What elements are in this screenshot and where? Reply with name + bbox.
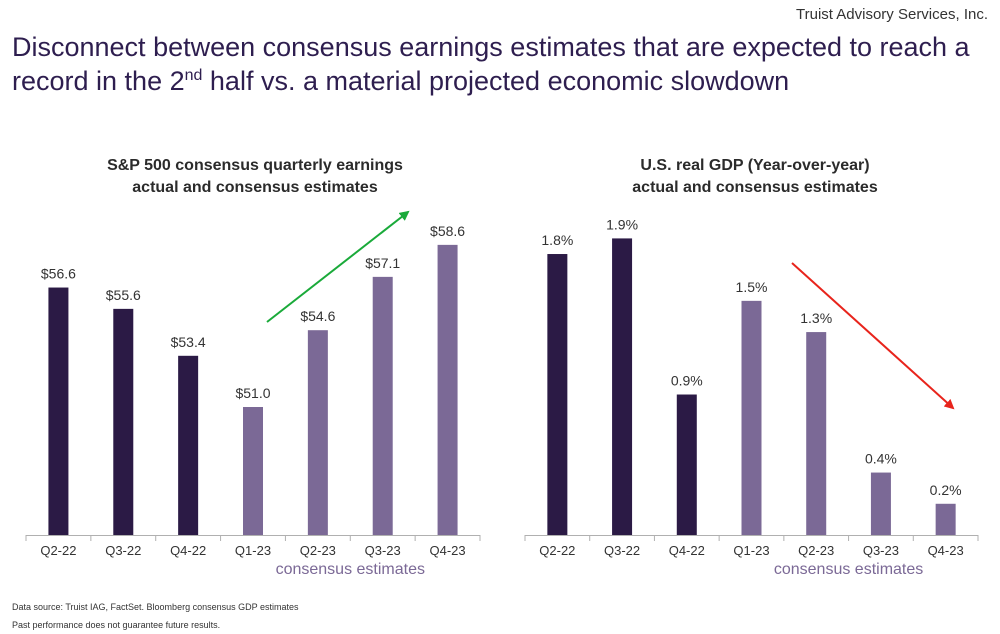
earnings-value-label-q4-22: $53.4 — [171, 334, 206, 350]
gdp-tick-label-q4-23: Q4-23 — [928, 543, 964, 558]
earnings-tick-label-q2-23: Q2-23 — [300, 543, 336, 558]
footnote-disclaimer: Past performance does not guarantee futu… — [12, 620, 221, 630]
gdp-value-label-q3-22: 1.9% — [606, 216, 638, 232]
earnings-chart-title-line2: actual and consensus estimates — [132, 179, 378, 196]
gdp-tick-label-q1-23: Q1-23 — [733, 543, 769, 558]
earnings-bar-q3-22 — [113, 308, 134, 535]
earnings-tick-label-q4-23: Q4-23 — [430, 543, 466, 558]
headline: Disconnect between consensus earnings es… — [12, 30, 987, 98]
gdp-bar-q4-23 — [935, 503, 956, 535]
gdp-chart-title-line2: actual and consensus estimates — [632, 179, 878, 196]
earnings-bar-q3-23 — [372, 276, 393, 535]
gdp-bar-q4-22 — [676, 394, 697, 535]
earnings-value-label-q2-23: $54.6 — [300, 308, 335, 324]
gdp-tick-label-q2-22: Q2-22 — [539, 543, 575, 558]
gdp-trend-arrow — [791, 262, 955, 410]
gdp-chart-title: U.S. real GDP (Year-over-year) actual an… — [515, 155, 995, 199]
earnings-value-label-q1-23: $51.0 — [235, 385, 270, 401]
gdp-tick-label-q3-23: Q3-23 — [863, 543, 899, 558]
gdp-chart-plot: 1.8% 1.9% 0.9% 1.5% 1.3% 0.4% 0.2% Q2-22 Q3-22 Q4… — [524, 216, 979, 578]
gdp-estimate-caption: consensus estimates — [774, 561, 923, 578]
gdp-value-label-q4-23: 0.2% — [930, 482, 962, 498]
gdp-chart: U.S. real GDP (Year-over-year) actual an… — [515, 150, 995, 590]
earnings-chart: S&P 500 consensus quarterly earnings act… — [10, 150, 500, 590]
earnings-trend-arrow — [266, 210, 410, 323]
gdp-value-label-q2-22: 1.8% — [541, 232, 573, 248]
gdp-value-label-q2-23: 1.3% — [800, 310, 832, 326]
earnings-bar-q4-22 — [178, 355, 199, 535]
gdp-bar-q2-23 — [806, 332, 827, 535]
earnings-tick-label-q3-22: Q3-22 — [105, 543, 141, 558]
earnings-bar-q2-22 — [48, 287, 69, 535]
earnings-value-label-q2-22: $56.6 — [41, 266, 76, 282]
headline-part1: Disconnect between consensus earnings es… — [12, 32, 970, 96]
earnings-chart-title-line1: S&P 500 consensus quarterly earnings — [107, 157, 403, 174]
earnings-bar-q4-23 — [437, 244, 458, 535]
gdp-tick-label-q3-22: Q3-22 — [604, 543, 640, 558]
footnotes: Data source: Truist IAG, FactSet. Bloomb… — [12, 598, 298, 634]
earnings-tick-label-q4-22: Q4-22 — [170, 543, 206, 558]
gdp-bar-q1-23 — [741, 300, 762, 535]
earnings-tick-label-q2-22: Q2-22 — [40, 543, 76, 558]
gdp-value-label-q3-23: 0.4% — [865, 451, 897, 467]
headline-superscript: nd — [184, 67, 203, 84]
earnings-value-label-q3-22: $55.6 — [106, 287, 141, 303]
earnings-chart-title: S&P 500 consensus quarterly earnings act… — [10, 155, 500, 199]
earnings-tick-label-q3-23: Q3-23 — [365, 543, 401, 558]
footnote-source: Data source: Truist IAG, FactSet. Bloomb… — [12, 602, 299, 612]
earnings-value-label-q4-23: $58.6 — [430, 223, 465, 239]
earnings-bar-q2-23 — [307, 330, 328, 535]
earnings-value-label-q3-23: $57.1 — [365, 255, 400, 271]
earnings-estimate-caption: consensus estimates — [276, 561, 425, 578]
brand-label: Truist Advisory Services, Inc. — [796, 6, 988, 23]
gdp-chart-title-line1: U.S. real GDP (Year-over-year) — [640, 157, 870, 174]
gdp-bar-q3-23 — [870, 472, 891, 535]
earnings-bar-q1-23 — [243, 407, 263, 535]
gdp-tick-label-q2-23: Q2-23 — [798, 543, 834, 558]
earnings-chart-plot: $56.6 $55.6 $53.4 $51.0 $54.6 $57.1 $58.6 Q2-22… — [25, 210, 481, 578]
gdp-tick-label-q4-22: Q4-22 — [669, 543, 705, 558]
gdp-bar-q2-22 — [547, 254, 568, 535]
gdp-value-label-q1-23: 1.5% — [736, 279, 768, 295]
headline-part2: half vs. a material projected economic s… — [202, 66, 790, 96]
earnings-tick-label-q1-23: Q1-23 — [235, 543, 271, 558]
gdp-bar-q3-22 — [612, 238, 633, 535]
gdp-value-label-q4-22: 0.9% — [671, 373, 703, 389]
